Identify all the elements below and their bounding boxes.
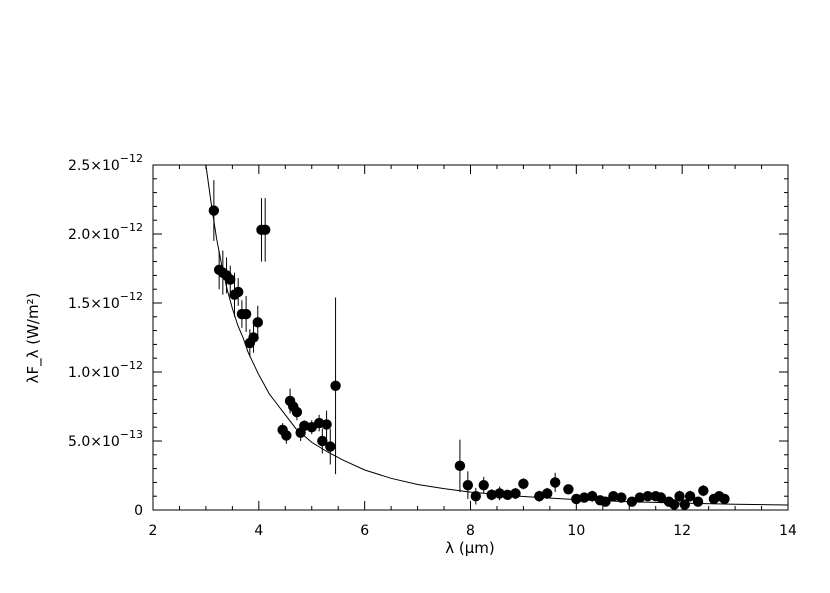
x-tick-labels: 2 4 6 8 10 12 14 [149,523,797,539]
data-point [626,496,638,507]
data-point [325,441,336,452]
y-axis-title: λF_λ (W/m²) [24,293,43,384]
data-point [542,488,553,499]
data-point [208,205,220,216]
data-point [692,496,704,507]
data-point [642,491,653,502]
data-point [655,492,667,503]
y-tick-labels: 0 5.0×10−13 1.0×10−12 1.5×10−12 2.0×10−12 2.5… [68,152,143,519]
data-point [502,489,513,501]
data-point [563,484,574,495]
data-point [608,491,619,502]
data-point [549,477,561,488]
data-point [321,419,332,430]
data-point [600,496,611,507]
data-point [454,460,466,472]
data-point [225,274,236,285]
data-point [486,489,497,501]
x-tick-label: 12 [673,523,691,539]
data-point [679,499,691,510]
x-tick-label: 14 [779,523,797,539]
y-tick-label: 5.0×10−13 [68,428,143,450]
x-tick-label: 6 [360,523,369,539]
data-point [240,308,252,320]
error-bars [213,180,725,509]
data-point [518,478,529,489]
data-point [634,492,646,503]
data-point [232,286,244,298]
data-point [470,491,481,502]
y-tick-label: 2.5×10−12 [68,152,143,174]
data-point [281,430,292,441]
x-tick-label: 10 [567,523,585,539]
data-point [494,488,505,499]
data-point [669,499,680,510]
y-tick-label: 0 [134,503,143,519]
data-point [534,491,545,502]
y-tick-label: 1.5×10−12 [68,290,143,312]
data-point [252,317,263,328]
model-curve [205,164,789,506]
x-tick-label: 4 [254,523,263,539]
data-point [616,492,627,503]
data-point [259,224,271,236]
data-point [684,491,696,502]
model-curve-group [205,164,789,506]
data-point [571,493,582,505]
plot-frame [152,164,789,511]
data-point [330,380,341,391]
x-tick-label: 8 [466,523,475,539]
x-tick-label: 2 [149,523,158,539]
data-point [248,332,259,343]
data-point [698,485,709,496]
data-point [674,491,685,502]
data-point [291,406,303,418]
axis-ticks [152,164,789,511]
data-point [719,493,730,505]
data-point [462,479,474,491]
data-point [478,479,489,491]
data-point [317,435,328,447]
data-point [587,491,598,502]
x-axis-title: λ (μm) [445,539,495,557]
data-points [208,205,730,510]
data-point [579,492,590,503]
data-point [510,488,521,499]
y-tick-label: 2.0×10−12 [68,221,143,243]
y-tick-label: 1.0×10−12 [68,359,143,381]
